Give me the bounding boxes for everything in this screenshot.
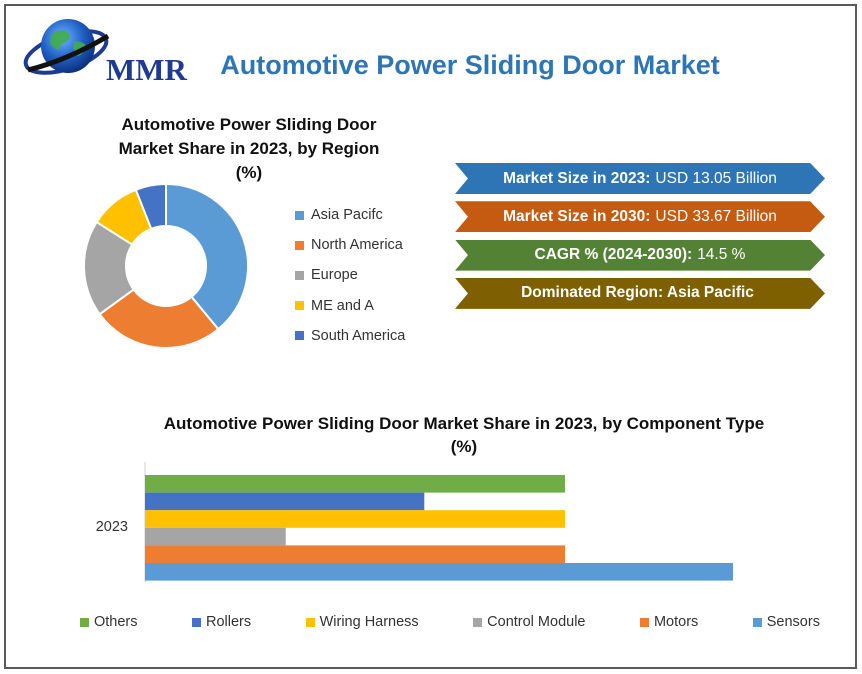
stat-banner-value: USD 33.67 Billion: [655, 207, 777, 225]
bar-legend-item: Wiring Harness: [305, 614, 419, 630]
bar-motors: [145, 545, 565, 563]
stat-banner-label: Market Size in 2023:: [503, 169, 651, 187]
stat-banner: Dominated Region: Asia Pacific: [455, 277, 825, 309]
legend-swatch: [473, 617, 483, 627]
bar-legend-item: Rollers: [191, 614, 252, 630]
bar-wiring-harness: [145, 510, 565, 528]
donut-legend-label: Europe: [311, 267, 358, 284]
stat-banner: Market Size in 2023: USD 13.05 Billion: [455, 163, 825, 194]
donut-slice-south-america: [134, 182, 167, 231]
bar-chart-svg: 2023: [96, 462, 733, 582]
bar-others: [145, 475, 565, 493]
legend-swatch: [752, 617, 762, 627]
bar-rollers: [145, 492, 425, 511]
stat-banner-label: Dominated Region: Asia Pacific: [521, 284, 754, 302]
legend-swatch: [295, 331, 304, 341]
donut-legend-item: South America: [295, 321, 405, 351]
stat-banner: Market Size in 2030: USD 33.67 Billion: [455, 201, 825, 233]
donut-legend-item: Europe: [295, 260, 405, 290]
donut-legend-item: ME and A: [295, 291, 405, 321]
stat-banner-value: 14.5 %: [697, 246, 746, 264]
donut-chart-title: Automotive Power Sliding Door Market Sha…: [92, 113, 406, 185]
donut-title-line2: Market Share in 2023, by Region: [118, 139, 380, 158]
bar-legend-label: Rollers: [205, 614, 252, 630]
bar-legend-label: Others: [94, 614, 138, 630]
donut-title-line3: (%): [235, 163, 263, 182]
legend-swatch: [191, 617, 201, 627]
stat-banner-label: CAGR % (2024-2030):: [534, 246, 693, 264]
bar-legend-label: Sensors: [766, 614, 820, 630]
donut-legend: Asia Pacifc North America Europe ME and A So…: [295, 200, 405, 351]
legend-swatch: [295, 270, 304, 280]
stat-banner-label: Market Size in 2030:: [503, 207, 651, 225]
legend-swatch: [305, 617, 315, 627]
bar-chart-title: Automotive Power Sliding Door Market Sha…: [140, 412, 788, 458]
donut-chart-svg: [83, 182, 249, 349]
bar-legend-label: Wiring Harness: [319, 614, 419, 630]
donut-chart: [78, 178, 254, 354]
market-stats-banners: Market Size in 2023: USD 13.05 Billion Mar…: [455, 163, 825, 316]
bar-legend-item: Control Module: [473, 614, 585, 630]
bar-legend-label: Control Module: [487, 614, 586, 630]
legend-swatch: [639, 617, 649, 627]
logo-text: MMR: [106, 52, 187, 87]
y-tick-label: 2023: [96, 519, 128, 535]
donut-slice-asia-pacifc: [165, 182, 249, 331]
legend-swatch: [295, 210, 304, 220]
donut-legend-label: North America: [311, 237, 403, 254]
bar-title-line2: (%): [450, 437, 478, 456]
donut-legend-label: ME and A: [311, 297, 374, 314]
bar-legend: Others Rollers Wiring Harness Control Modul…: [80, 614, 820, 630]
donut-legend-item: Asia Pacifc: [295, 200, 405, 230]
donut-title-line1: Automotive Power Sliding Door: [121, 115, 377, 134]
page-title: Automotive Power Sliding Door Market: [220, 50, 720, 80]
bar-legend-item: Others: [80, 614, 138, 630]
bar-control-module: [145, 527, 286, 546]
bar-legend-item: Sensors: [752, 614, 820, 630]
legend-swatch: [80, 617, 89, 627]
bar-legend-label: Motors: [653, 614, 699, 630]
logo: MMR: [20, 12, 190, 87]
bar-title-line1: Automotive Power Sliding Door Market Sha…: [163, 414, 765, 433]
donut-legend-item: North America: [295, 230, 405, 260]
globe-icon: [23, 19, 110, 75]
stat-banner-value: USD 13.05 Billion: [655, 169, 777, 187]
donut-legend-label: South America: [311, 327, 406, 344]
legend-swatch: [295, 240, 304, 250]
stat-banner: CAGR % (2024-2030): 14.5 %: [455, 239, 825, 271]
bar-sensors: [145, 563, 733, 581]
legend-swatch: [295, 301, 304, 311]
donut-slice-north-america: [98, 288, 220, 349]
bar-legend-item: Motors: [639, 614, 699, 630]
donut-legend-label: Asia Pacifc: [311, 207, 383, 224]
